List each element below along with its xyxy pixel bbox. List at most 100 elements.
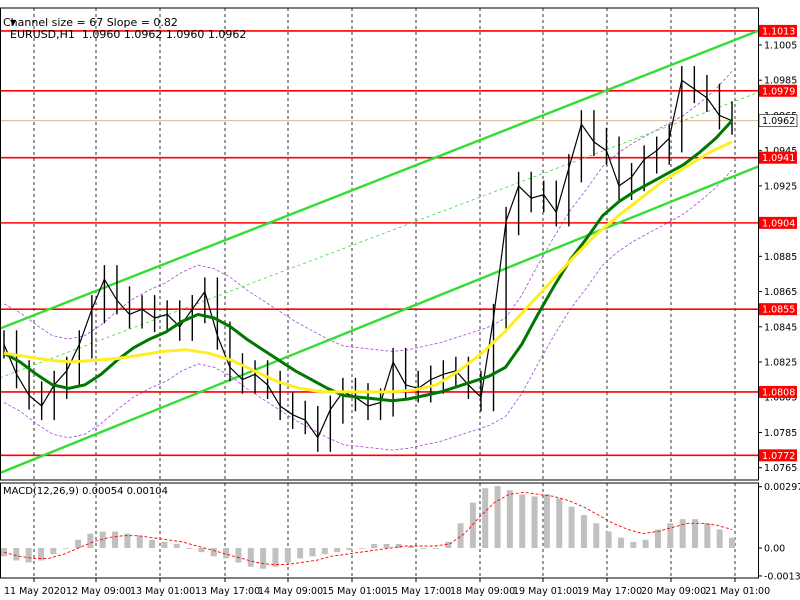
- price-panel-border: [0, 7, 759, 481]
- level-label: 1.0855: [762, 305, 795, 316]
- macd-bar: [383, 543, 390, 549]
- macd-bar: [605, 531, 612, 549]
- macd-bar: [506, 490, 513, 549]
- macd-bar: [408, 545, 415, 549]
- regression-channel[interactable]: [0, 29, 759, 475]
- macd-bar: [457, 523, 464, 549]
- bollinger-upper: [3, 71, 733, 352]
- level-label-bg: [759, 449, 797, 462]
- time-tick-label: 19 May 17:00: [577, 586, 642, 597]
- macd-bar: [568, 506, 575, 549]
- time-tick-label: 13 May 17:00: [195, 586, 260, 597]
- macd-bar: [50, 548, 57, 555]
- level-label-bg: [759, 216, 797, 229]
- price-series: [3, 66, 733, 452]
- level-label: 1.0979: [762, 86, 795, 97]
- macd-bar: [272, 548, 279, 567]
- macd-bar: [371, 543, 378, 549]
- macd-bar: [469, 502, 476, 549]
- time-tick-label: 12 May 09:00: [66, 586, 131, 597]
- time-tick-label: 14 May 09:00: [258, 586, 323, 597]
- macd-bar: [99, 531, 106, 549]
- price-tick-label: 1.1005: [764, 40, 797, 51]
- macd-bar: [580, 515, 587, 549]
- macd-bar: [38, 548, 45, 561]
- macd-label: MACD(12,26,9) 0.00054 0.00104: [3, 486, 169, 497]
- macd-bar: [482, 488, 489, 549]
- macd-bar: [173, 543, 180, 549]
- price-tick-label: 1.0845: [764, 322, 797, 333]
- macd-bar: [716, 529, 723, 549]
- channel-center-line: [0, 92, 759, 379]
- time-axis: 11 May 2020 12 May 09:0013 May 01:00 13 Ma…: [4, 578, 770, 597]
- chart-frame: [0, 7, 759, 579]
- macd-bar: [617, 537, 624, 549]
- macd-bar: [654, 529, 661, 549]
- time-tick-label: 18 May 09:00: [450, 586, 515, 597]
- macd-bar: [321, 548, 328, 555]
- moving-averages: [3, 119, 734, 403]
- time-tick-label: 20 May 09:00: [641, 586, 706, 597]
- channel-lower-line[interactable]: [0, 165, 759, 475]
- level-labels: 1.1013 1.0979 1.0941 1.0904 1.0855 1.0808 1.07…: [758, 24, 798, 462]
- current-price-label: 1.0962: [762, 116, 795, 127]
- time-tick-label: 21 May 01:00: [705, 586, 770, 597]
- bollinger-lower: [3, 169, 733, 451]
- level-label: 1.0772: [762, 451, 795, 462]
- macd-bar: [556, 498, 563, 549]
- macd-bar: [124, 533, 131, 549]
- macd-bar: [75, 539, 82, 549]
- macd-bar: [309, 548, 316, 557]
- macd-bar: [161, 541, 168, 549]
- price-tick-label: 1.0805: [764, 393, 797, 404]
- time-tick-label: 13 May 01:00: [130, 586, 195, 597]
- level-label: 1.0808: [762, 387, 795, 398]
- time-tick-label: 15 May 17:00: [386, 586, 451, 597]
- macd-bar: [186, 548, 193, 549]
- price-tick-label: 1.0945: [764, 146, 797, 157]
- symbol-header: ▼ EURUSD,H1 1.0960 1.0962 1.0960 1.0962: [3, 2, 246, 41]
- macd-bar: [284, 548, 291, 563]
- macd-bar: [112, 531, 119, 549]
- macd-bar: [346, 548, 353, 551]
- macd-bar: [260, 548, 267, 569]
- macd-bar: [519, 494, 526, 549]
- level-label-bg: [759, 84, 797, 97]
- price-tick-label: 1.0825: [764, 358, 797, 369]
- macd-bar: [642, 539, 649, 549]
- macd-bar: [420, 548, 427, 549]
- macd-tick-label: 0.00297: [764, 482, 800, 493]
- macd-bar: [679, 519, 686, 549]
- channel-info: Channel size = 67 Slope = 0.82: [3, 16, 178, 29]
- macd-bar: [494, 486, 501, 549]
- level-label: 1.1013: [762, 26, 795, 37]
- macd-signal-line: [3, 491, 733, 566]
- ma-slow-line: [3, 140, 733, 394]
- macd-bar: [87, 533, 94, 549]
- macd-bar: [691, 519, 698, 549]
- macd-bar: [445, 541, 452, 549]
- price-tick-label: 1.0865: [764, 287, 797, 298]
- level-lines[interactable]: [0, 30, 758, 457]
- channel-upper-line[interactable]: [0, 29, 759, 330]
- level-label: 1.0904: [762, 218, 795, 229]
- macd-bar: [210, 548, 217, 557]
- current-price-bg: [758, 114, 798, 128]
- macd-bar: [593, 523, 600, 549]
- macd-bar: [358, 548, 365, 549]
- level-label: 1.0941: [762, 153, 795, 164]
- macd-panel: 0.00297 0.00 -0.00135: [1, 482, 800, 582]
- level-label-bg: [759, 24, 797, 37]
- macd-bar: [1, 548, 7, 557]
- macd-bar: [729, 537, 735, 549]
- macd-bar: [630, 541, 637, 549]
- macd-bar: [667, 523, 674, 549]
- price-axis: 1.10051.09851.09651.09451.09251.09051.08…: [758, 40, 797, 474]
- macd-bar: [25, 548, 32, 563]
- bollinger-bands: [3, 71, 733, 451]
- ma-fast-line: [3, 119, 734, 403]
- macd-bar: [136, 535, 143, 549]
- triangle-down-icon[interactable]: ▼: [10, 18, 17, 27]
- macd-bar: [247, 548, 254, 567]
